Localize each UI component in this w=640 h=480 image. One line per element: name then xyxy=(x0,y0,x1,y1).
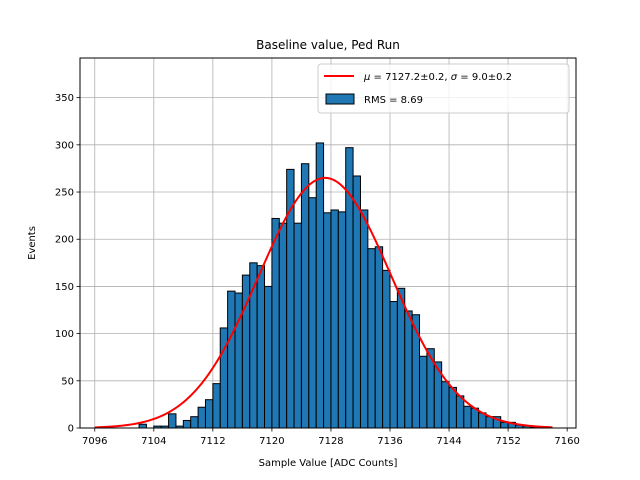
histogram-bar xyxy=(374,246,384,429)
fit-curve-line xyxy=(94,176,553,429)
histogram-bar xyxy=(190,416,199,429)
x-tick-label: 7120 xyxy=(259,436,284,447)
histogram-bar xyxy=(168,413,177,429)
histogram-bar xyxy=(337,211,347,429)
plot-title: Baseline value, Ped Run xyxy=(256,38,400,52)
histogram-bar xyxy=(463,405,472,429)
histogram-bar xyxy=(500,421,509,429)
x-tick-label: 7096 xyxy=(82,436,107,447)
x-tick-label: 7144 xyxy=(436,436,461,447)
x-tick-label: 7128 xyxy=(318,436,343,447)
histogram-bar xyxy=(323,212,332,429)
histogram-bar xyxy=(264,285,273,429)
x-tick-label: 7112 xyxy=(200,436,225,447)
legend-mu-symbol: μ xyxy=(363,72,370,83)
x-axis-ticks: 7096 7104 7112 7120 7128 7136 7144 7152 7160 xyxy=(82,428,580,447)
histogram-bar xyxy=(197,406,206,429)
legend-box xyxy=(317,63,570,114)
histogram-bar xyxy=(227,290,236,429)
y-tick-label: 300 xyxy=(55,140,74,151)
histogram-bar xyxy=(359,209,369,429)
histogram-bar xyxy=(382,269,391,429)
histogram-bar xyxy=(138,423,147,429)
y-tick-label: 200 xyxy=(55,235,74,246)
plot-frame xyxy=(79,57,577,429)
x-tick-label: 7160 xyxy=(554,436,579,447)
histogram-bars xyxy=(138,142,546,429)
histogram-bar xyxy=(293,222,302,429)
histogram-bar xyxy=(352,175,361,429)
histogram-bar xyxy=(404,310,413,429)
histogram-bar xyxy=(182,419,192,429)
y-tick-label: 50 xyxy=(61,376,74,387)
gaussian-fit-curve xyxy=(94,176,553,429)
y-tick-label: 0 xyxy=(68,424,74,435)
histogram-bar xyxy=(271,217,280,429)
y-tick-label: 250 xyxy=(55,188,74,199)
histogram-bar xyxy=(389,301,398,429)
x-tick-label: 7104 xyxy=(141,436,166,447)
histogram-bar xyxy=(212,383,221,429)
y-axis-ticks: 0 50 100 150 200 250 300 350 xyxy=(55,93,80,435)
legend-hist-label: RMS = 8.69 xyxy=(364,95,423,106)
histogram-bar xyxy=(455,395,465,429)
legend: μ = 7127.2±0.2, σ = 9.0±0.2 RMS = 8.69 xyxy=(317,63,570,114)
histogram-bar xyxy=(315,142,325,429)
y-tick-label: 100 xyxy=(55,329,74,340)
histogram-bar xyxy=(300,163,310,429)
histogram-bar xyxy=(441,381,450,429)
histogram-bar xyxy=(419,355,428,429)
histogram-bar xyxy=(278,222,288,429)
histogram-bar xyxy=(256,265,266,429)
legend-fit-label: μ = 7127.2±0.2, σ = 9.0±0.2 xyxy=(363,72,512,83)
y-tick-label: 150 xyxy=(55,282,74,293)
x-tick-label: 7152 xyxy=(495,436,520,447)
histogram-bar xyxy=(308,197,317,429)
x-tick-label: 7136 xyxy=(377,436,402,447)
y-tick-label: 350 xyxy=(55,93,74,104)
histogram-bar xyxy=(204,399,214,429)
legend-sigma-value: = 9.0±0.2 xyxy=(457,72,512,83)
y-axis-label: Events xyxy=(27,226,38,260)
histogram-bar xyxy=(330,209,339,429)
x-axis-label: Sample Value [ADC Counts] xyxy=(259,458,398,469)
histogram-bar xyxy=(396,287,406,429)
histogram-bar xyxy=(367,248,376,429)
legend-hist-swatch xyxy=(325,93,355,105)
histogram-bar xyxy=(448,386,457,429)
legend-sigma-symbol: σ xyxy=(451,72,458,83)
legend-mu-value: = 7127.2±0.2, xyxy=(370,72,450,83)
